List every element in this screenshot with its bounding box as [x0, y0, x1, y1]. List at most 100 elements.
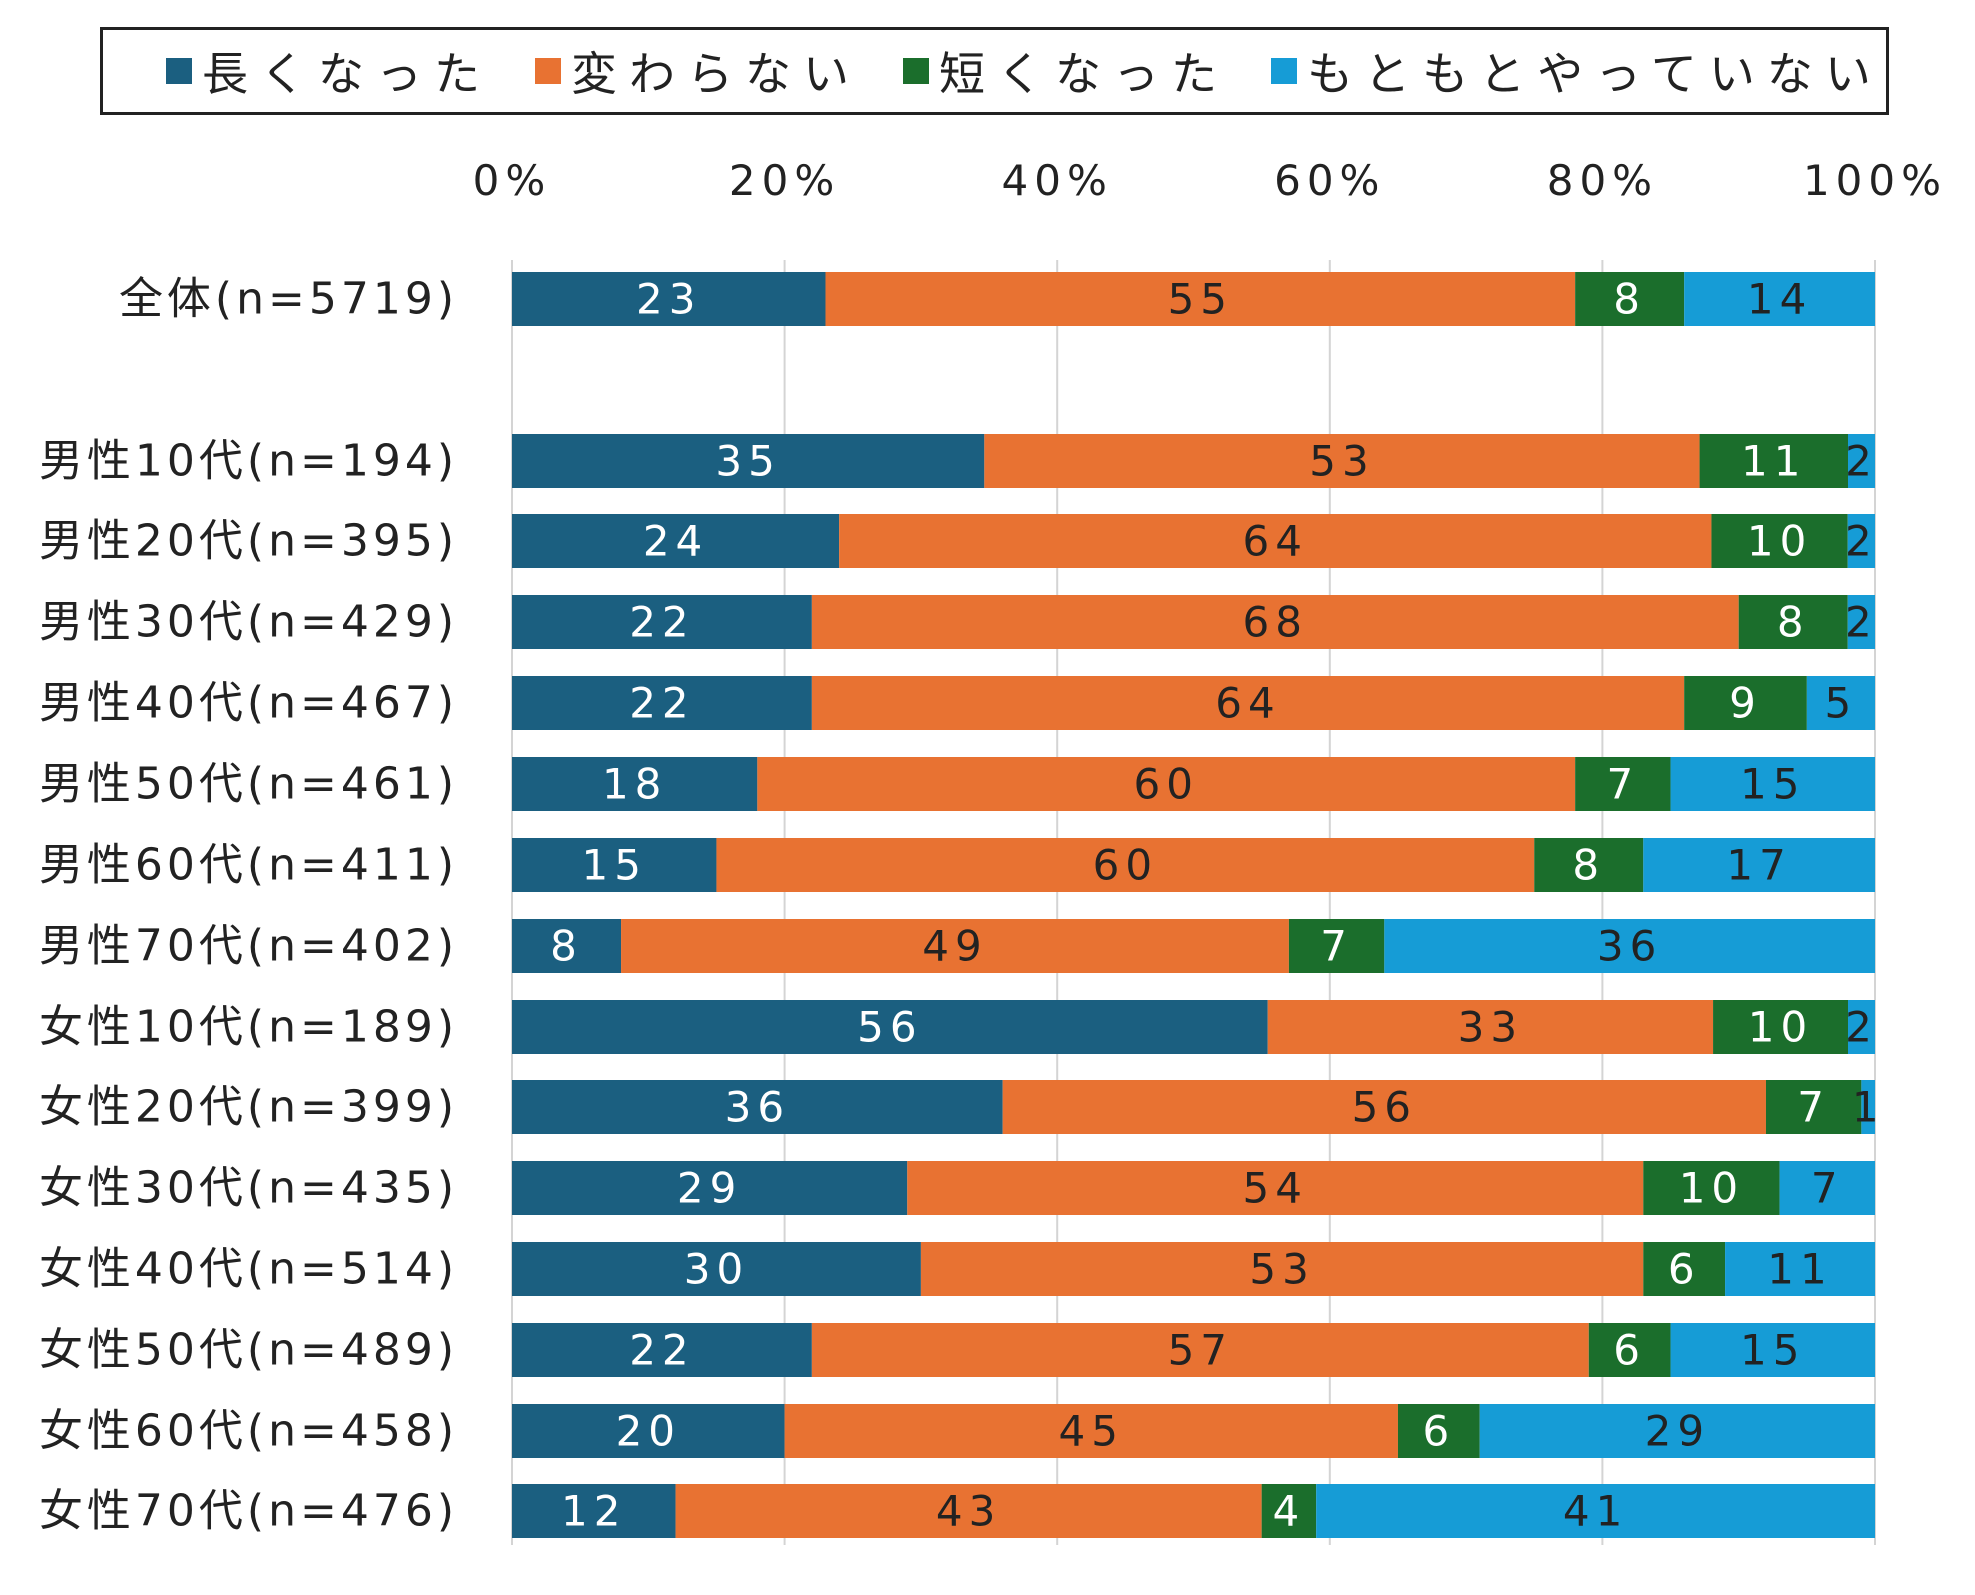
bar-segment — [1316, 1484, 1875, 1538]
category-label: 女性60代(n=458) — [39, 1406, 458, 1457]
bar-segment — [1725, 1242, 1875, 1296]
legend-item-longer: 長くなった — [166, 30, 492, 112]
data-label: 6 — [1668, 1245, 1701, 1294]
data-label: 54 — [1243, 1164, 1308, 1213]
legend-label-never: もともとやっていない — [1307, 47, 1883, 101]
data-label: 35 — [715, 437, 780, 486]
bar-segment — [1684, 676, 1807, 730]
legend-swatch-never — [1271, 58, 1297, 84]
x-tick-label: 40% — [1002, 156, 1113, 205]
data-label: 4 — [1273, 1487, 1306, 1536]
bar-segment — [1848, 434, 1875, 488]
bar-segment — [1002, 1080, 1766, 1134]
bar-segment — [512, 272, 826, 326]
bar-segment — [512, 757, 758, 811]
data-label: 24 — [643, 517, 708, 566]
data-label: 7 — [1811, 1164, 1844, 1213]
data-label: 29 — [1645, 1407, 1710, 1456]
bar-segment — [512, 514, 840, 568]
category-label: 男性70代(n=402) — [39, 921, 458, 972]
bar-segment — [621, 919, 1289, 973]
data-label: 15 — [581, 841, 646, 890]
data-label: 8 — [1572, 841, 1605, 890]
data-label: 10 — [1748, 1003, 1813, 1052]
x-tick-label: 100% — [1803, 156, 1947, 205]
data-label: 53 — [1309, 437, 1374, 486]
category-label: 男性20代(n=395) — [39, 516, 458, 567]
data-label: 8 — [1777, 598, 1810, 647]
bar-segment — [1534, 838, 1644, 892]
category-label: 男性50代(n=461) — [39, 759, 458, 810]
bar-segment — [1779, 1161, 1875, 1215]
data-label: 2 — [1845, 1003, 1878, 1052]
bar-segment — [1479, 1404, 1875, 1458]
bar-segment — [984, 434, 1700, 488]
data-label: 7 — [1797, 1083, 1830, 1132]
category-label: 男性60代(n=411) — [39, 840, 458, 891]
bar-segment — [757, 757, 1576, 811]
category-label: 女性50代(n=489) — [39, 1325, 458, 1376]
data-label: 60 — [1134, 760, 1199, 809]
bar-segment — [784, 1404, 1398, 1458]
legend-label-longer: 長くなった — [202, 47, 492, 101]
data-label: 20 — [616, 1407, 681, 1456]
bar-segment — [512, 1242, 921, 1296]
data-label: 49 — [922, 922, 987, 971]
data-label: 23 — [636, 275, 701, 324]
data-label: 10 — [1747, 517, 1812, 566]
data-label: 7 — [1606, 760, 1639, 809]
data-label: 60 — [1093, 841, 1158, 890]
data-label: 68 — [1243, 598, 1308, 647]
data-label: 11 — [1767, 1245, 1832, 1294]
bar-segment — [512, 1404, 785, 1458]
bar-segment — [1575, 272, 1685, 326]
data-label: 9 — [1729, 679, 1762, 728]
bar-segment — [512, 676, 812, 730]
x-tick-label: 0% — [473, 156, 552, 205]
bar-segment — [675, 1484, 1262, 1538]
data-label: 36 — [725, 1083, 790, 1132]
legend: 長くなった 変わらない 短くなった もともとやっていない — [100, 27, 1889, 115]
data-label: 5 — [1825, 679, 1858, 728]
data-label: 41 — [1563, 1487, 1628, 1536]
data-label: 22 — [629, 1326, 694, 1375]
bar-segment — [1588, 1323, 1671, 1377]
data-label: 2 — [1845, 598, 1878, 647]
bar-segment — [1765, 1080, 1862, 1134]
bar-segment — [825, 272, 1576, 326]
bar-segment — [512, 434, 985, 488]
legend-label-unchanged: 変わらない — [571, 47, 861, 101]
bar-segment — [1861, 1080, 1875, 1134]
bar-segment — [1288, 919, 1385, 973]
bar-segment — [512, 1484, 676, 1538]
data-label: 18 — [602, 760, 667, 809]
data-label: 8 — [550, 922, 583, 971]
bar-segment — [1643, 1161, 1780, 1215]
bar-segment — [1643, 838, 1875, 892]
bar-segment — [512, 1080, 1003, 1134]
bar-segment — [1261, 1484, 1317, 1538]
data-label: 17 — [1726, 841, 1791, 890]
category-label: 女性10代(n=189) — [39, 1002, 458, 1053]
legend-swatch-longer — [166, 58, 192, 84]
data-label: 56 — [857, 1003, 922, 1052]
bar-segment — [1806, 676, 1875, 730]
legend-item-shorter: 短くなった — [903, 30, 1229, 112]
legend-item-unchanged: 変わらない — [535, 30, 861, 112]
data-label: 29 — [677, 1164, 742, 1213]
bar-segment — [907, 1161, 1644, 1215]
data-label: 53 — [1249, 1245, 1314, 1294]
category-label: 男性10代(n=194) — [39, 436, 458, 487]
bar-segment — [512, 595, 812, 649]
data-label: 64 — [1215, 679, 1280, 728]
legend-swatch-unchanged — [535, 58, 561, 84]
bar-segment — [716, 838, 1535, 892]
bar-segment — [1847, 595, 1875, 649]
category-label: 全体(n=5719) — [119, 274, 458, 325]
bar-segment — [811, 1323, 1589, 1377]
bar-segment — [1267, 1000, 1714, 1054]
bar-segment — [1847, 514, 1875, 568]
bar-segment — [1713, 1000, 1849, 1054]
bar-segment — [512, 838, 717, 892]
bar-segment — [512, 1323, 812, 1377]
